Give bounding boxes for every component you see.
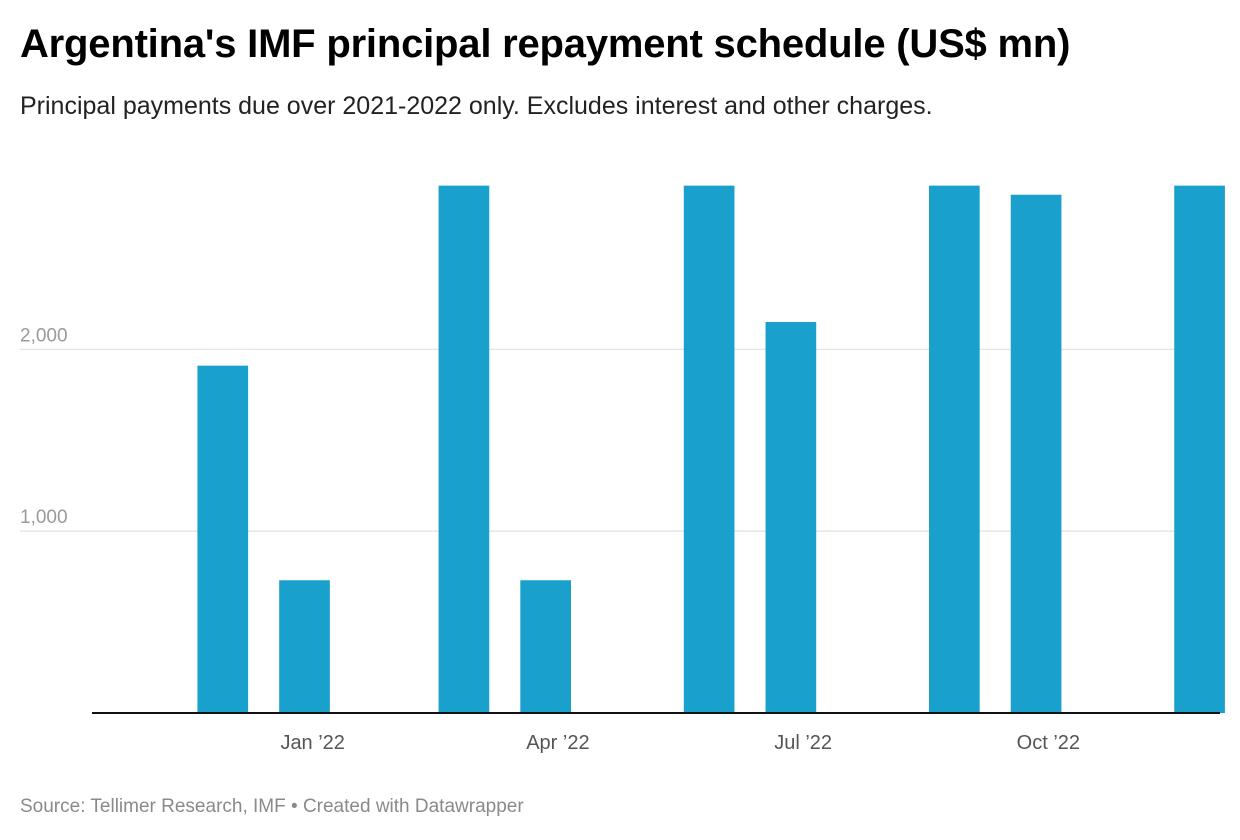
x-tick-label: Apr ’22 <box>526 732 589 754</box>
bar-sep-2021 <box>197 365 249 713</box>
bar-mar-2022 <box>520 580 571 713</box>
x-tick-label: Oct ’22 <box>1017 732 1080 754</box>
y-tick-label: 2,000 <box>20 325 68 346</box>
bar-sep-2022 <box>1010 194 1062 714</box>
x-tick-label: Jul ’22 <box>774 732 832 754</box>
chart-title: Argentina's IMF principal repayment sche… <box>20 22 1071 66</box>
bars <box>197 185 1225 714</box>
x-tick-label: Jan ’22 <box>280 732 345 754</box>
y-axis-ticks: 1,000 2,000 <box>20 325 68 528</box>
x-axis-ticks: Jan ’22 Apr ’22 Jul ’22 Oct ’22 <box>280 732 1080 754</box>
bar-dec-2022 <box>1174 185 1225 714</box>
bar-may-2022 <box>683 185 735 714</box>
bar-jun-2022 <box>765 322 817 713</box>
bar-aug-2022 <box>929 185 980 714</box>
y-tick-label: 1,000 <box>20 507 68 528</box>
bar-feb-2022 <box>438 185 490 714</box>
source-footer: Source: Tellimer Research, IMF • Created… <box>20 796 524 817</box>
chart-subtitle: Principal payments due over 2021-2022 on… <box>20 92 933 120</box>
bar-nov-2021 <box>279 580 330 713</box>
